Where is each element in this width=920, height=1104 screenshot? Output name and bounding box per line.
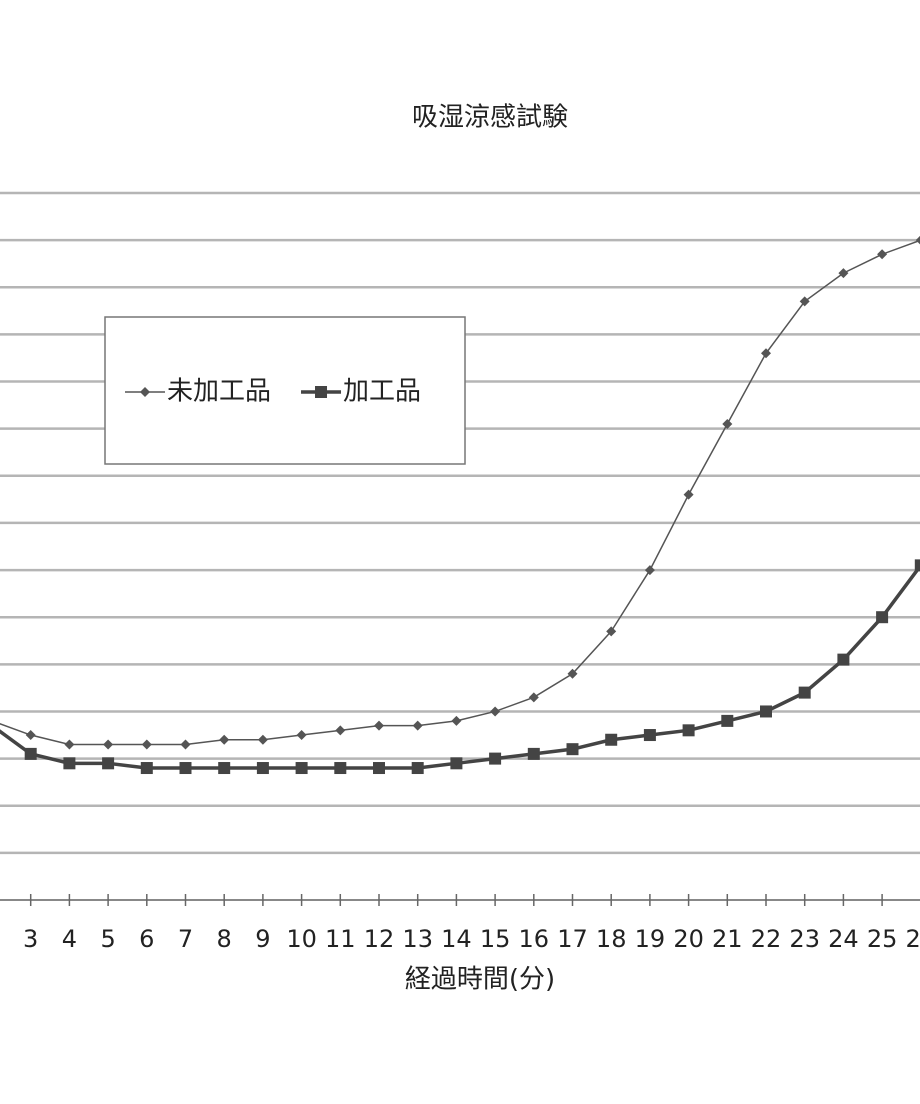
- marker: [296, 730, 307, 741]
- x-tick-label: 8: [217, 925, 232, 953]
- legend-box: [104, 316, 466, 465]
- marker: [25, 730, 36, 741]
- marker: [876, 611, 889, 624]
- marker: [373, 762, 385, 775]
- marker: [140, 762, 153, 775]
- x-tick-label: 22: [751, 925, 782, 953]
- chart-title: 吸湿涼感試験: [412, 103, 568, 133]
- x-tick-label: 17: [557, 925, 588, 953]
- series-line: [0, 564, 920, 770]
- x-tick-label: 7: [178, 925, 193, 953]
- x-tick-label: 24: [828, 925, 859, 953]
- x-tick-label: 3: [23, 925, 38, 953]
- legend: 未加工品 加工品: [104, 316, 466, 465]
- marker: [334, 762, 347, 775]
- marker: [257, 734, 268, 745]
- x-tick-label: 26: [906, 925, 920, 953]
- x-tick-label: 11: [325, 925, 356, 953]
- marker: [450, 757, 463, 770]
- marker: [63, 757, 76, 770]
- marker: [761, 348, 771, 359]
- marker: [760, 705, 772, 718]
- marker: [605, 733, 618, 746]
- marker: [64, 739, 75, 750]
- legend-marker: [140, 387, 150, 397]
- marker: [566, 743, 579, 756]
- marker: [180, 739, 191, 750]
- legend-label: 加工品: [343, 377, 421, 407]
- marker: [219, 734, 230, 745]
- marker: [335, 725, 346, 736]
- x-tick-label: 6: [139, 925, 154, 953]
- x-tick-label: 15: [480, 925, 511, 953]
- marker: [798, 686, 811, 699]
- x-axis-label: 経過時間(分): [405, 965, 555, 995]
- x-tick-label: 14: [441, 925, 472, 953]
- x-tick-label: 18: [596, 925, 627, 953]
- x-tick-label: 23: [789, 925, 820, 953]
- marker: [374, 720, 384, 731]
- marker: [412, 720, 423, 731]
- x-tick-label: 19: [635, 925, 666, 953]
- marker: [683, 489, 694, 500]
- x-tick-label: 21: [712, 925, 743, 953]
- marker: [643, 729, 656, 742]
- x-tick-label: 13: [402, 925, 433, 953]
- marker: [295, 762, 308, 775]
- marker: [490, 706, 501, 717]
- series-line: [0, 239, 920, 746]
- marker: [489, 752, 502, 765]
- marker: [218, 762, 231, 775]
- marker: [527, 747, 540, 760]
- x-tick-label: 9: [255, 925, 270, 953]
- marker: [24, 747, 37, 760]
- marker: [411, 762, 424, 775]
- marker: [179, 762, 192, 775]
- marker: [837, 653, 850, 666]
- marker: [102, 757, 115, 770]
- marker: [877, 249, 888, 260]
- marker: [528, 692, 539, 703]
- marker: [644, 565, 655, 576]
- marker: [914, 559, 920, 572]
- x-tick-label: 5: [100, 925, 115, 953]
- legend-label: 未加工品: [167, 377, 271, 407]
- marker: [451, 715, 462, 726]
- marker: [721, 714, 734, 727]
- marker: [915, 235, 920, 245]
- marker: [799, 296, 810, 307]
- x-tick-label: 10: [286, 925, 317, 953]
- legend-marker: [315, 386, 328, 398]
- marker: [103, 739, 114, 750]
- x-tick-label: 12: [364, 925, 395, 953]
- marker: [838, 268, 849, 279]
- marker: [567, 668, 578, 679]
- x-tick-label: 20: [673, 925, 704, 953]
- marker: [606, 626, 617, 637]
- marker: [141, 739, 152, 750]
- x-tick-label: 25: [867, 925, 898, 953]
- marker: [682, 724, 695, 737]
- marker: [256, 762, 269, 775]
- x-tick-label: 16: [519, 925, 550, 953]
- marker: [722, 418, 733, 429]
- x-tick-label: 4: [62, 925, 77, 953]
